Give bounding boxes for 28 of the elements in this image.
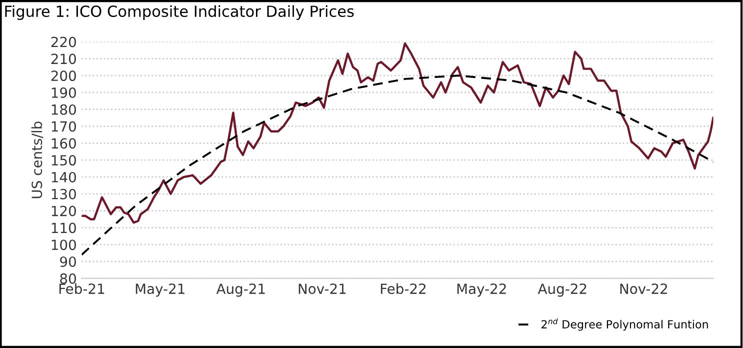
y-tick-label: 90 — [60, 256, 76, 267]
y-tick-label: 120 — [52, 206, 76, 216]
y-tick-label: 140 — [52, 172, 76, 182]
y-tick-label: 160 — [52, 138, 76, 149]
x-tick-label: Feb-21 — [59, 283, 104, 294]
y-tick-label: 200 — [51, 70, 76, 82]
y-tick-label: 130 — [52, 188, 76, 200]
line-series — [82, 74, 714, 256]
x-tick-label: Nov-21 — [298, 284, 346, 294]
y-tick-label: 100 — [52, 240, 76, 250]
y-tick-label: 220 — [51, 36, 76, 48]
x-tick-label: Aug-22 — [538, 284, 586, 297]
x-tick-label: Nov-22 — [620, 284, 668, 294]
y-tick-label: 110 — [52, 222, 76, 234]
x-tick-label: Feb-22 — [380, 283, 426, 294]
y-tick-label: 190 — [52, 87, 76, 98]
x-tick-label: May-22 — [457, 284, 506, 297]
y-axis-title: US cents/lb — [31, 122, 44, 198]
y-tick-label: 180 — [52, 104, 76, 115]
chart-title: Figure 1: ICO Composite Indicator Daily Prices — [5, 5, 354, 20]
y-tick-label: 170 — [52, 121, 76, 132]
legend-label: 2$^{nd}$ Degree Polynomal Funtion — [542, 318, 708, 331]
y-tick-label: 150 — [52, 155, 76, 166]
y-tick-label: 80 — [60, 273, 76, 284]
line-series — [82, 42, 714, 224]
y-tick-label: 210 — [51, 54, 76, 64]
x-tick-label: Aug-21 — [216, 284, 265, 297]
x-tick-label: May-21 — [136, 284, 184, 297]
